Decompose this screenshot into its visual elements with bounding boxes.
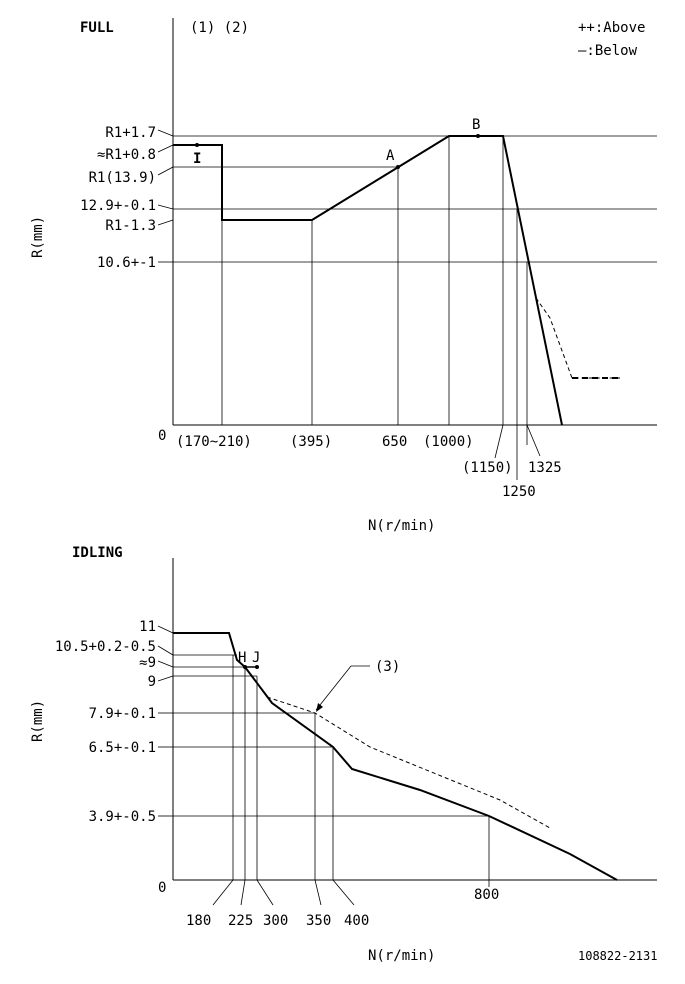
idling-x-label-180: 180 <box>186 913 211 929</box>
document-code: 108822-2131 <box>578 949 657 963</box>
full-y-label-r1-plus-0-8: ≈R1+0.8 <box>97 147 156 163</box>
full-v-gridlines <box>221 136 528 458</box>
idling-note-arrowhead <box>316 703 323 712</box>
full-notes: (1) (2) <box>190 20 249 36</box>
idling-chart: IDLING 0 R(mm) N(r/min) 11 10.5+0.2 <box>30 545 657 964</box>
idling-title: IDLING <box>72 545 123 561</box>
full-y-label-r1-13-9: R1(13.9) <box>89 170 156 186</box>
full-point-b-label: B <box>472 117 480 133</box>
idling-dashed-curve <box>266 696 551 829</box>
full-y-label-r1-plus-1-7: R1+1.7 <box>105 125 156 141</box>
idling-y-label-6-5: 6.5+-0.1 <box>89 740 156 756</box>
idling-origin: 0 <box>158 880 166 896</box>
idling-x-axis-label: N(r/min) <box>368 948 435 964</box>
idling-x-label-300: 300 <box>263 913 288 929</box>
idling-y-leaders <box>157 625 174 817</box>
full-dashed-curve <box>535 297 620 379</box>
idling-characteristic-curve <box>173 632 618 881</box>
full-x-label-170-210: (170~210) <box>176 434 252 450</box>
idling-x-leaders <box>212 879 490 906</box>
full-point-b-marker <box>476 134 480 138</box>
idling-y-label-approx-9: ≈9 <box>139 655 156 671</box>
idling-y-label-7-9: 7.9+-0.1 <box>89 706 156 722</box>
idling-x-label-400: 400 <box>344 913 369 929</box>
full-characteristic-curve <box>173 135 563 426</box>
full-y-axis-label: R(mm) <box>30 216 46 258</box>
legend-below: —:Below <box>578 43 638 59</box>
idling-x-label-800: 800 <box>474 887 499 903</box>
full-y-label-10-6: 10.6+-1 <box>97 255 156 271</box>
idling-h-gridlines <box>173 654 489 817</box>
full-y-label-12-9: 12.9+-0.1 <box>80 198 156 214</box>
full-point-i-label: I <box>193 151 201 167</box>
full-x-label-650: 650 <box>382 434 407 450</box>
full-x-label-1325: 1325 <box>528 460 562 476</box>
full-point-i-marker <box>195 143 199 147</box>
full-point-a-label: A <box>386 148 395 164</box>
idling-note-arrow <box>315 665 352 711</box>
full-rise-segment <box>311 135 450 221</box>
idling-point-h-label: H <box>238 650 246 666</box>
full-title: FULL <box>80 20 114 36</box>
full-x-label-1250: 1250 <box>502 484 536 500</box>
idling-point-j-label: J <box>252 650 260 666</box>
legend-above: ++:Above <box>578 20 645 36</box>
idling-y-label-9: 9 <box>148 674 156 690</box>
idling-x-label-225: 225 <box>228 913 253 929</box>
full-y-label-r1-minus-1-3: R1-1.3 <box>105 218 156 234</box>
idling-y-axis-label: R(mm) <box>30 700 46 742</box>
idling-note-ref: (3) <box>375 659 400 675</box>
idling-x-label-350: 350 <box>306 913 331 929</box>
full-chart: FULL (1) (2) ++:Above —:Below 0 R(mm) N(… <box>30 18 657 534</box>
idling-y-label-3-9: 3.9+-0.5 <box>89 809 156 825</box>
full-x-label-1000: (1000) <box>423 434 474 450</box>
idling-y-label-11: 11 <box>139 619 156 635</box>
full-x-label-395: (395) <box>290 434 332 450</box>
full-origin: 0 <box>158 428 166 444</box>
full-x-label-1150: (1150) <box>462 460 513 476</box>
full-h-gridlines <box>173 135 657 263</box>
full-x-leaders <box>494 424 541 480</box>
full-point-a-marker <box>396 165 400 169</box>
idling-y-label-10-5: 10.5+0.2-0.5 <box>55 639 156 655</box>
full-y-leaders <box>157 129 174 263</box>
full-x-axis-label: N(r/min) <box>368 518 435 534</box>
idling-v-gridlines <box>232 655 490 880</box>
